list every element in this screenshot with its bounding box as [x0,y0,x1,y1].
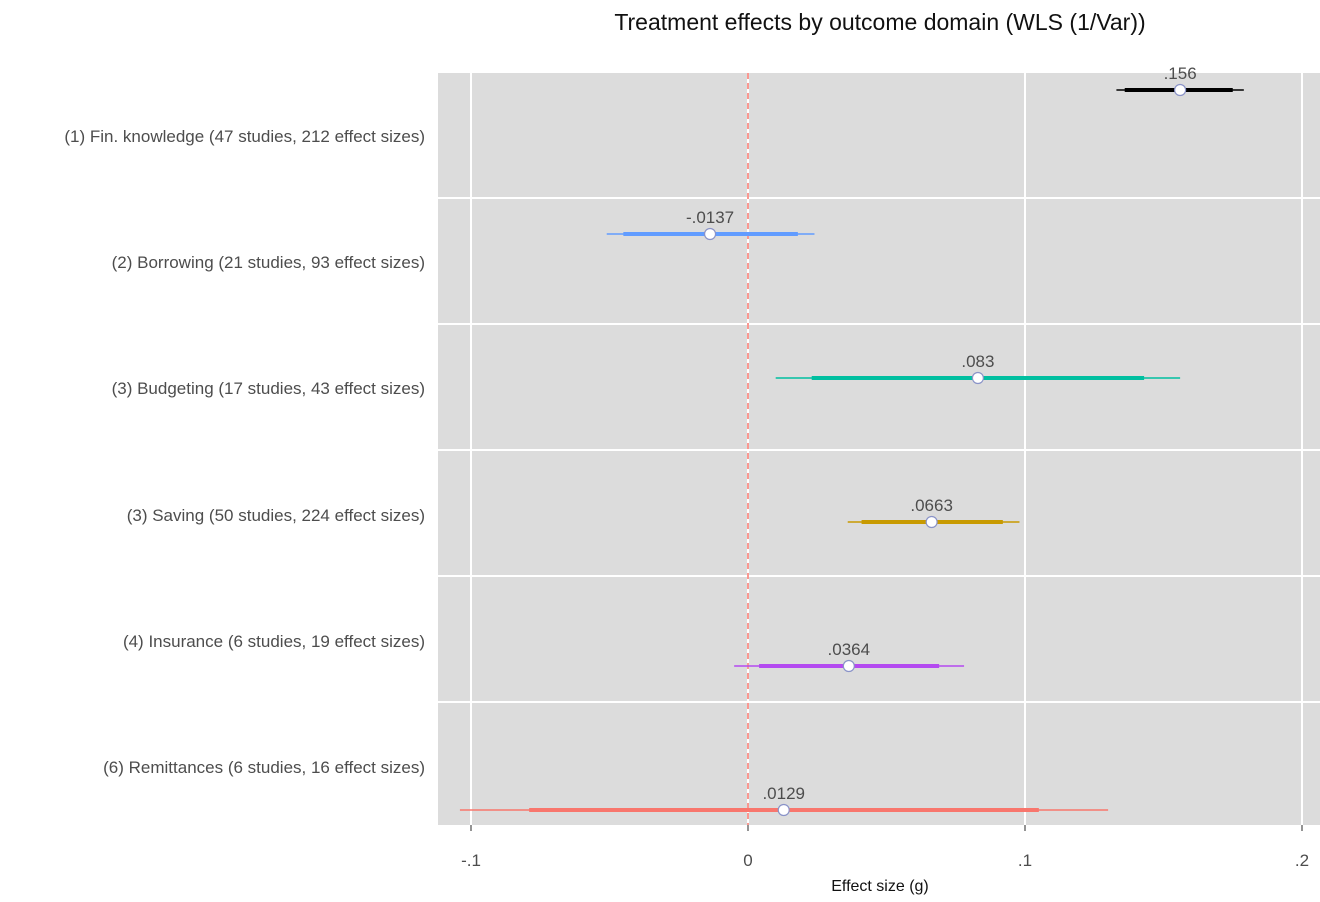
point-estimate [925,515,938,529]
data-label: .0129 [762,784,805,803]
point-estimate [703,227,717,241]
grid-layer [438,73,1320,825]
x-tick-label: -.1 [461,851,481,870]
point-estimate [1174,83,1187,97]
data-label: .156 [1164,64,1197,83]
x-axis: -.1 0 .1 .2 [461,825,1309,870]
x-axis-title: Effect size (g) [831,878,929,895]
y-axis-label: (2) Borrowing (21 studies, 93 effect siz… [112,253,425,272]
y-axis-label: (6) Remittances (6 studies, 16 effect si… [103,758,425,777]
data-label: .0364 [828,640,871,659]
point-estimate [777,803,790,817]
marks-layer: .156 -.0137 .083 .0663 .0364 .0129 [459,64,1244,817]
point-estimate [842,659,855,673]
y-axis-label: (1) Fin. knowledge (47 studies, 212 effe… [64,127,425,146]
chart-title: Treatment effects by outcome domain (WLS… [614,9,1145,35]
y-axis-labels: (1) Fin. knowledge (47 studies, 212 effe… [64,127,425,777]
data-label: .0663 [910,496,953,515]
y-axis-label: (3) Saving (50 studies, 224 effect sizes… [127,506,425,525]
data-label: .083 [961,352,994,371]
data-label: -.0137 [686,208,734,227]
x-tick-label: .2 [1295,851,1309,870]
y-axis-label: (4) Insurance (6 studies, 19 effect size… [123,632,425,651]
x-tick-label: 0 [743,851,752,870]
point-estimate [971,371,985,385]
x-tick-label: .1 [1018,851,1032,870]
y-axis-label: (3) Budgeting (17 studies, 43 effect siz… [112,379,425,398]
